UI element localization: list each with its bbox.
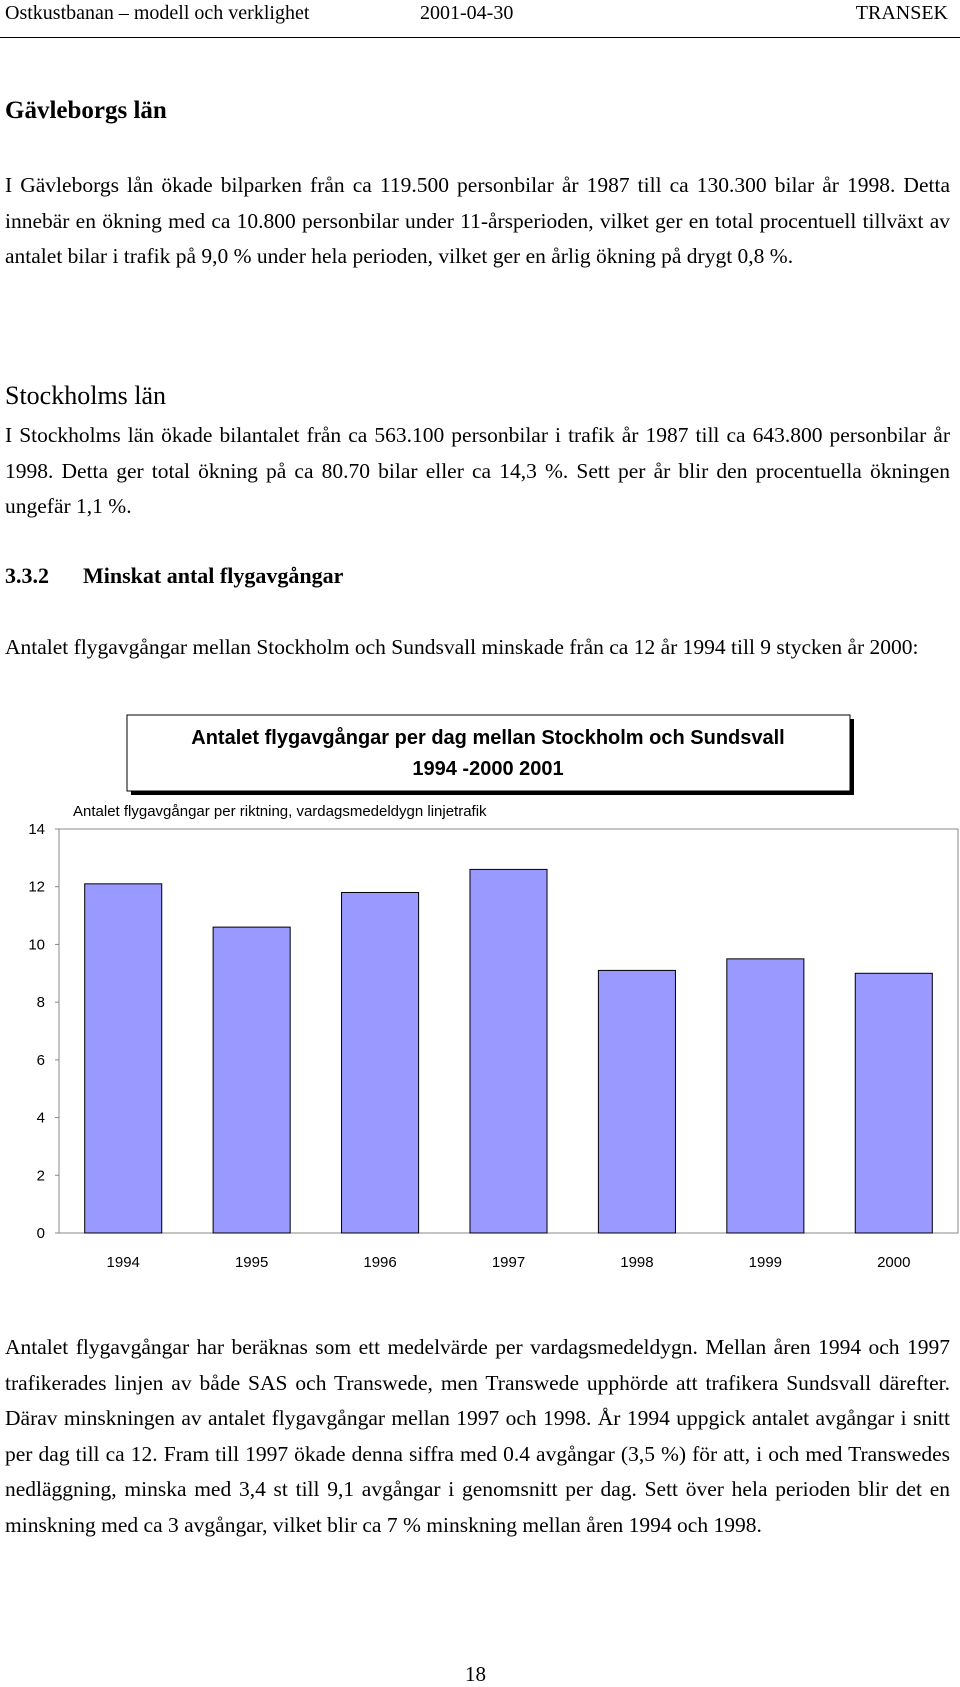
y-tick-label: 4 [37, 1110, 45, 1127]
x-tick-label: 1996 [363, 1254, 396, 1271]
y-tick-label: 2 [37, 1167, 45, 1184]
header-right: TRANSEK [855, 2, 948, 24]
y-tick-label: 10 [28, 936, 45, 953]
y-tick-label: 12 [28, 879, 45, 896]
y-tick-label: 8 [37, 994, 45, 1011]
bar [212, 926, 291, 1234]
section-number: 3.3.2 [5, 563, 49, 588]
chart-title: Antalet flygavgångar per dag mellan Stoc… [191, 726, 784, 749]
bar [341, 891, 420, 1234]
y-tick-label: 14 [28, 821, 45, 838]
x-tick-label: 1998 [620, 1254, 653, 1271]
chart-subtitle: 1994 -2000 2001 [412, 758, 563, 780]
x-tick-label: 2000 [877, 1254, 910, 1271]
x-tick-label: 1995 [235, 1254, 268, 1271]
heading: Stockholms län [5, 381, 167, 410]
bar [469, 868, 548, 1234]
heading: Gävleborgs län [5, 97, 167, 124]
y-tick-label: 0 [37, 1225, 45, 1242]
y-tick-label: 6 [37, 1052, 45, 1069]
paragraph: I Gävleborgs lån ökade bilparken från ca… [5, 173, 950, 268]
x-tick-label: 1997 [492, 1254, 525, 1271]
header-date: 2001-04-30 [420, 2, 514, 24]
paragraph: Antalet flygavgångar mellan Stockholm oc… [5, 635, 919, 659]
paragraph: I Stockholms län ökade bilantalet från c… [5, 423, 950, 518]
chart: Antalet flygavgångar per dag mellan Stoc… [28, 714, 959, 1271]
axis-label: Antalet flygavgångar per riktning, varda… [73, 803, 487, 820]
bar [597, 969, 676, 1234]
heading: Minskat antal flygavgångar [83, 563, 344, 588]
bar [726, 958, 805, 1234]
paragraph: Antalet flygavgångar har beräknas som et… [5, 1335, 950, 1537]
bar [84, 883, 163, 1234]
x-tick-label: 1994 [107, 1254, 140, 1271]
title-box [126, 714, 851, 792]
header-rule [0, 37, 960, 38]
x-tick-label: 1999 [749, 1254, 782, 1271]
page-number: 18 [465, 1662, 486, 1686]
header-left: Ostkustbanan – modell och verklighet [5, 2, 310, 24]
bar [854, 972, 933, 1234]
